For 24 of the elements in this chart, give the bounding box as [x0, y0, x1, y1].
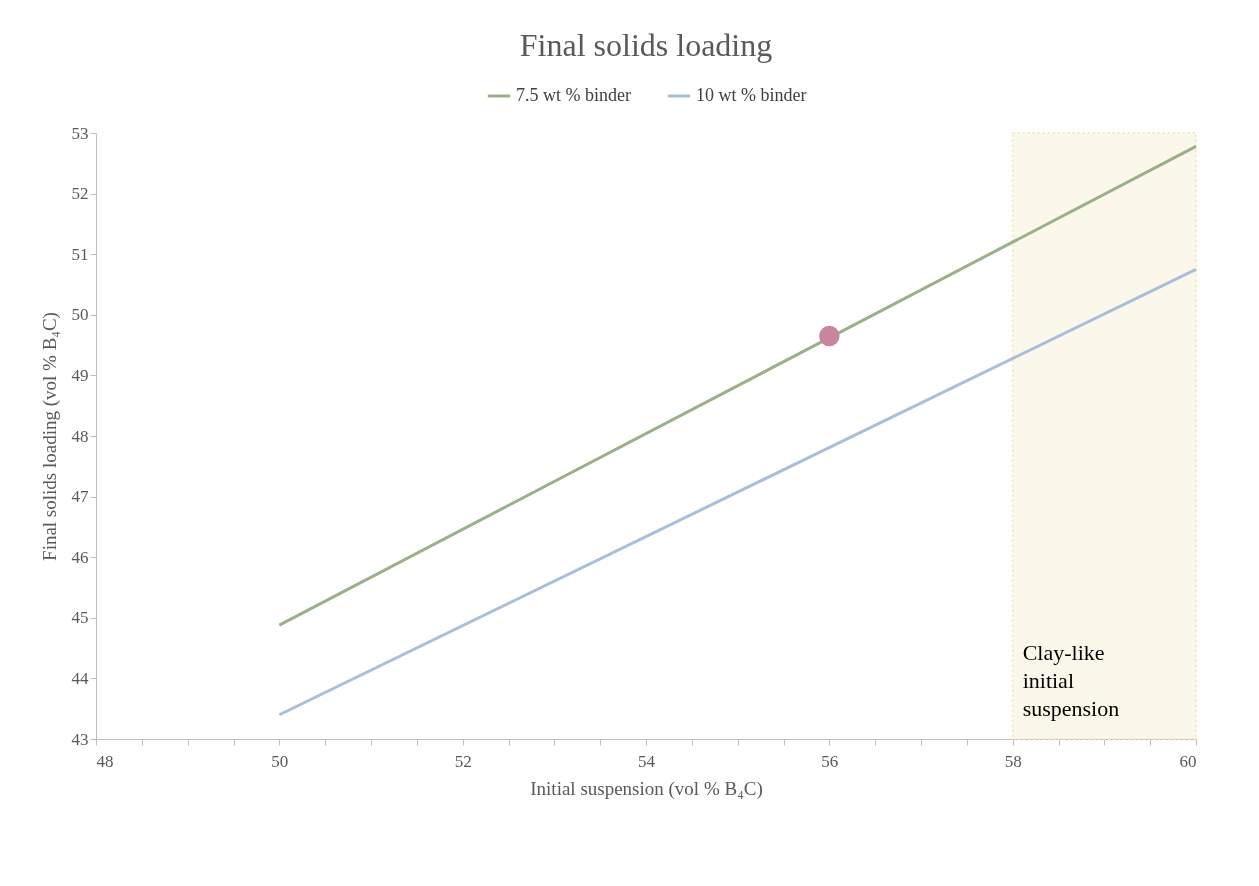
- y-tick-label: 51: [71, 244, 89, 264]
- band-label: Clay-like initial suspension: [1022, 640, 1120, 721]
- x-tick-label: 48: [96, 751, 114, 771]
- legend-label: 10 wt % binder: [696, 85, 807, 105]
- y-tick-label: 43: [71, 729, 89, 749]
- legend-label: 7.5 wt % binder: [516, 85, 631, 105]
- x-tick-label: 58: [1004, 751, 1022, 771]
- x-tick-label: 56: [821, 751, 839, 771]
- y-tick-label: 52: [71, 184, 89, 204]
- y-tick-label: 53: [71, 123, 89, 143]
- y-tick-label: 50: [71, 305, 89, 325]
- y-tick-label: 45: [71, 608, 89, 628]
- x-axis-title: Initial suspension (vol % B₄C): [530, 777, 763, 800]
- x-tick-label: 50: [271, 751, 289, 771]
- y-tick-label: 49: [71, 365, 89, 385]
- chart-title: Final solids loading: [519, 27, 773, 63]
- y-tick-label: 44: [71, 668, 89, 688]
- y-tick-label: 46: [71, 547, 89, 567]
- x-tick-label: 54: [638, 751, 656, 771]
- x-tick-label: 60: [1179, 751, 1197, 771]
- x-tick-label: 52: [454, 751, 472, 771]
- y-tick-label: 47: [71, 487, 89, 507]
- y-axis-title: Final solids loading (vol % B₄C): [38, 312, 61, 561]
- y-tick-label: 48: [71, 426, 89, 446]
